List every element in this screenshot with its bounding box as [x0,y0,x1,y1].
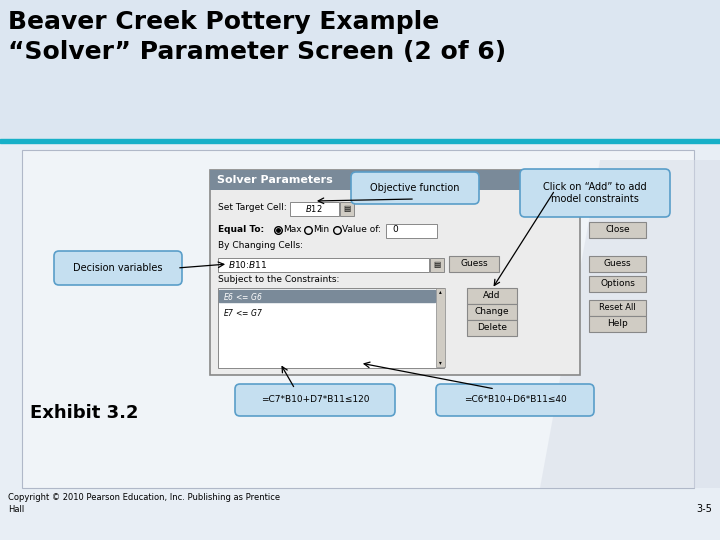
FancyBboxPatch shape [22,150,694,488]
FancyBboxPatch shape [217,258,428,272]
Text: =C7*B10+D7*B11≤120: =C7*B10+D7*B11≤120 [261,395,369,404]
Text: $B$10:$B$11: $B$10:$B$11 [228,259,268,269]
Text: Help: Help [607,320,628,328]
Text: Click on “Add” to add
model constraints: Click on “Add” to add model constraints [543,182,647,204]
Text: Reset All: Reset All [599,303,636,313]
Text: Min: Min [313,226,329,234]
FancyBboxPatch shape [449,256,499,272]
FancyBboxPatch shape [351,172,479,204]
Text: 3-5: 3-5 [696,504,712,514]
Text: “Solver” Parameter Screen (2 of 6): “Solver” Parameter Screen (2 of 6) [8,40,506,64]
FancyBboxPatch shape [520,169,670,217]
Text: Guess: Guess [603,260,631,268]
Text: Objective function: Objective function [370,183,460,193]
FancyBboxPatch shape [467,288,517,304]
Text: 0: 0 [392,226,397,234]
FancyBboxPatch shape [385,224,436,238]
Text: Options: Options [600,280,635,288]
Text: Max: Max [283,226,302,234]
Text: Value of:: Value of: [342,226,381,234]
Text: Beaver Creek Pottery Example: Beaver Creek Pottery Example [8,10,439,34]
FancyBboxPatch shape [340,201,354,215]
FancyBboxPatch shape [589,200,646,216]
Text: By Changing Cells:: By Changing Cells: [218,241,303,251]
Text: Equal To:: Equal To: [218,226,264,234]
FancyBboxPatch shape [210,170,580,375]
FancyBboxPatch shape [289,201,338,215]
Text: X: X [567,176,572,185]
FancyBboxPatch shape [561,172,578,189]
Text: $E$7 <= $G$7: $E$7 <= $G$7 [223,307,263,318]
FancyBboxPatch shape [589,256,646,272]
Bar [219,290,435,302]
Bar [0,139,720,143]
Text: =C6*B10+D6*B11≤40: =C6*B10+D6*B11≤40 [464,395,567,404]
Text: Change: Change [474,307,509,316]
Text: Delete: Delete [477,323,507,333]
FancyBboxPatch shape [54,251,182,285]
Text: Solve: Solve [605,204,630,213]
Text: ▤: ▤ [433,260,440,268]
FancyBboxPatch shape [436,384,594,416]
FancyBboxPatch shape [589,276,646,292]
Text: Guess: Guess [460,260,488,268]
FancyBboxPatch shape [467,320,517,336]
Text: Add: Add [483,292,500,300]
FancyBboxPatch shape [589,300,646,316]
Text: Hall: Hall [8,505,24,514]
FancyBboxPatch shape [589,222,646,238]
Polygon shape [540,160,720,488]
Text: Decision variables: Decision variables [73,263,163,273]
Text: ▤: ▤ [343,204,350,213]
Text: Copyright © 2010 Pearson Education, Inc. Publishing as Prentice: Copyright © 2010 Pearson Education, Inc.… [8,493,280,502]
FancyBboxPatch shape [0,0,720,140]
FancyBboxPatch shape [217,287,444,368]
Text: Close: Close [606,226,630,234]
FancyBboxPatch shape [235,384,395,416]
Text: ▾: ▾ [439,361,442,366]
Text: $B$12: $B$12 [305,202,323,213]
Text: Set Target Cell:: Set Target Cell: [218,204,287,213]
FancyBboxPatch shape [467,304,517,320]
Text: Subject to the Constraints:: Subject to the Constraints: [218,275,339,285]
FancyBboxPatch shape [589,316,646,332]
Text: Solver Parameters: Solver Parameters [217,175,333,185]
Text: ▴: ▴ [439,289,442,294]
FancyBboxPatch shape [210,170,580,190]
FancyBboxPatch shape [436,288,445,367]
Text: $E$6 <= $G$6: $E$6 <= $G$6 [223,291,263,301]
FancyBboxPatch shape [430,258,444,272]
Text: Exhibit 3.2: Exhibit 3.2 [30,404,138,422]
